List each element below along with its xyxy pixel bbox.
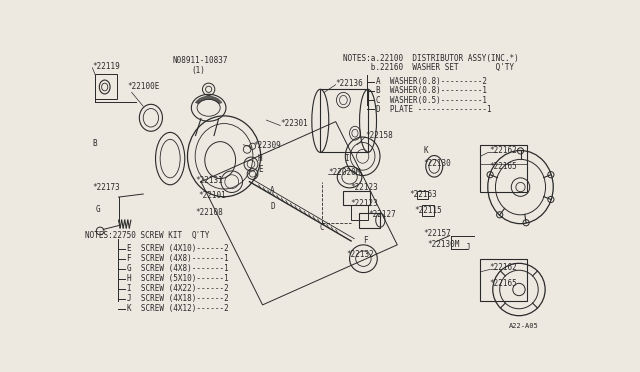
Text: *22162: *22162 [490,147,518,155]
Bar [351,205,368,220]
Text: b.22160  WASHER SET        Q'TY: b.22160 WASHER SET Q'TY [344,63,515,72]
Text: *22115: *22115 [414,206,442,215]
Text: *22130M: *22130M [428,240,460,249]
Bar [417,191,428,199]
Text: NOTES:a.22100  DISTRIBUTOR ASSY(INC.*): NOTES:a.22100 DISTRIBUTOR ASSY(INC.*) [344,54,519,63]
Text: *22136: *22136 [336,78,364,88]
Text: G: G [95,205,100,214]
Text: *22301: *22301 [280,119,308,128]
Text: *22162: *22162 [490,263,518,272]
Text: I  SCREW (4X22)------2: I SCREW (4X22)------2 [127,284,228,293]
Text: B  WASHER(0.8)---------1: B WASHER(0.8)---------1 [376,86,487,95]
Text: E: E [258,165,262,174]
Text: A  WASHER(0.8)---------2: A WASHER(0.8)---------2 [376,77,487,86]
Text: *22158: *22158 [365,131,393,140]
Text: H  SCREW (5X10)------1: H SCREW (5X10)------1 [127,274,228,283]
Bar [359,212,380,228]
Text: (1): (1) [192,65,205,74]
Text: *22108: *22108 [196,208,223,217]
Text: G  SCREW (4X8)-------1: G SCREW (4X8)-------1 [127,264,228,273]
Text: *22131: *22131 [196,176,223,185]
Text: *22163: *22163 [410,190,437,199]
Text: NOTES:22750 SCREW KIT: NOTES:22750 SCREW KIT [86,231,182,240]
Text: K  SCREW (4X12)------2: K SCREW (4X12)------2 [127,304,228,313]
Bar [422,205,435,216]
Text: *22123: *22123 [350,199,378,208]
Text: C  WASHER(0.5)---------1: C WASHER(0.5)---------1 [376,96,487,105]
Text: A22-A05: A22-A05 [509,324,539,330]
Text: *22173: *22173 [92,183,120,192]
Text: J: J [466,243,470,251]
Text: F: F [364,237,368,246]
Bar [320,89,368,153]
Text: *22165: *22165 [490,162,518,171]
Text: *22100E: *22100E [128,83,160,92]
Text: D  PLATE ---------------1: D PLATE ---------------1 [376,105,492,114]
Text: *22157: *22157 [424,229,451,238]
Text: K: K [424,147,428,155]
Text: *22309: *22309 [253,141,281,150]
Text: *22165: *22165 [490,279,518,288]
Text: A: A [270,186,275,195]
Bar [481,145,527,192]
Bar [481,259,527,301]
Text: *22020M: *22020M [328,168,360,177]
Text: Q'TY: Q'TY [192,231,210,240]
Text: F  SCREW (4X8)-------1: F SCREW (4X8)-------1 [127,254,228,263]
Text: I: I [344,154,349,163]
Text: J  SCREW (4X18)------2: J SCREW (4X18)------2 [127,294,228,303]
Text: C: C [319,224,324,232]
Text: H: H [258,154,262,163]
Text: D: D [270,202,275,211]
Text: *22123: *22123 [350,183,378,192]
Bar [344,191,371,205]
Text: N08911-10837: N08911-10837 [172,55,228,64]
Bar [95,74,117,99]
Text: *22101: *22101 [198,191,227,200]
Text: *22127: *22127 [368,209,396,218]
Text: E  SCREW (4X10)------2: E SCREW (4X10)------2 [127,244,228,253]
Text: *22132: *22132 [346,250,374,259]
Text: *22130: *22130 [424,160,451,169]
Text: *22119: *22119 [92,62,120,71]
Text: B: B [92,139,97,148]
